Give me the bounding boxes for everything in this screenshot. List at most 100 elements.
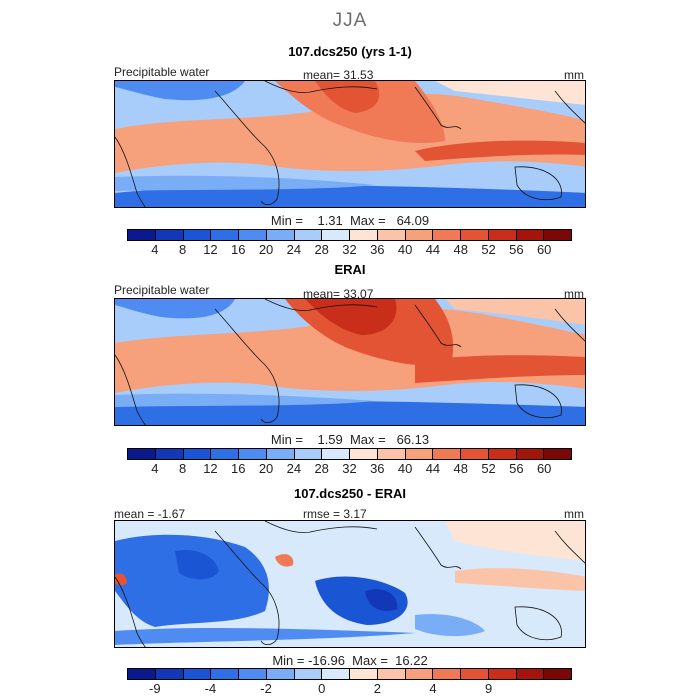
colorbar-tick-label: 48 <box>453 461 468 476</box>
panel-1-variable: Precipitable water <box>114 65 210 79</box>
colorbar-swatch <box>377 669 406 679</box>
colorbar-tick-label: 48 <box>453 242 468 257</box>
panel-2-variable: Precipitable water <box>114 283 210 297</box>
colorbar-tick-label: 4 <box>151 242 159 257</box>
colorbar-tick-label: 12 <box>203 461 218 476</box>
colorbar-tick-label: 56 <box>509 242 524 257</box>
colorbar-swatch <box>461 669 489 679</box>
colorbar-swatch <box>405 449 434 459</box>
panel-3-mean: mean = -1.67 <box>114 507 186 521</box>
colorbar-tick-label: 40 <box>397 242 413 257</box>
colorbar-swatch <box>405 230 434 240</box>
panel-3-rmse: rmse = 3.17 <box>303 507 367 521</box>
panel-1-map <box>114 80 586 208</box>
colorbar-swatch <box>544 669 571 679</box>
colorbar-swatch <box>377 449 406 459</box>
panel-1-title: 107.dcs250 (yrs 1-1) <box>288 44 412 59</box>
colorbar-swatch <box>433 669 461 679</box>
colorbar-tick-label: 24 <box>286 242 302 257</box>
colorbar-tick-label: 0 <box>318 681 326 696</box>
colorbar-tick-label: 16 <box>231 461 246 476</box>
colorbar-tick-label: 16 <box>231 242 246 257</box>
colorbar-tick-label: 4 <box>429 681 437 696</box>
colorbar-tick-label: 36 <box>370 461 385 476</box>
panel-3-colorbar <box>127 668 572 680</box>
colorbar-swatch <box>544 449 571 459</box>
colorbar-tick-label: 24 <box>286 461 302 476</box>
colorbar-tick-label: 52 <box>481 461 496 476</box>
colorbar-swatch <box>516 449 545 459</box>
colorbar-swatch <box>461 449 489 459</box>
panel-2-minmax: Min = 1.59 Max = 66.13 <box>270 432 430 447</box>
panel-2-title: ERAI <box>334 262 366 277</box>
colorbar-swatch <box>128 230 156 240</box>
colorbar-swatch <box>322 669 350 679</box>
colorbar-swatch <box>155 669 184 679</box>
colorbar-tick-label: 40 <box>397 461 413 476</box>
colorbar-tick-label: 60 <box>536 461 552 476</box>
colorbar-swatch <box>211 230 239 240</box>
colorbar-tick-label: 9 <box>484 681 493 696</box>
colorbar-swatch <box>350 449 378 459</box>
panel-3-units: mm <box>564 507 584 521</box>
colorbar-swatch <box>350 230 378 240</box>
colorbar-tick-label: 8 <box>179 461 187 476</box>
colorbar-swatch <box>350 669 378 679</box>
colorbar-swatch <box>266 669 295 679</box>
colorbar-swatch <box>128 449 156 459</box>
colorbar-swatch <box>211 449 239 459</box>
colorbar-tick-label: 12 <box>203 242 218 257</box>
panel-1-minmax: Min = 1.31 Max = 64.09 <box>270 213 430 228</box>
colorbar-tick-label: -9 <box>149 681 161 696</box>
colorbar-tick-label: 56 <box>509 461 524 476</box>
colorbar-swatch <box>516 669 545 679</box>
panel-1-colorbar <box>127 229 572 241</box>
colorbar-tick-label: -2 <box>260 681 272 696</box>
colorbar-tick-label: 52 <box>481 242 496 257</box>
colorbar-swatch <box>294 449 323 459</box>
panel-3-minmax: Min = -16.96 Max = 16.22 <box>272 653 428 668</box>
colorbar-swatch <box>239 669 267 679</box>
colorbar-tick-label: 32 <box>342 461 357 476</box>
panel-3-colorbar-ticks: -9 -4 -2 0 2 4 9 <box>127 681 572 697</box>
season-title: JJA <box>332 10 368 31</box>
panel-1-units: mm <box>564 68 584 82</box>
colorbar-swatch <box>155 230 184 240</box>
colorbar-swatch <box>488 669 517 679</box>
colorbar-tick-label: -4 <box>204 681 217 696</box>
colorbar-swatch <box>377 230 406 240</box>
colorbar-tick-label: 20 <box>258 461 274 476</box>
colorbar-swatch <box>128 669 156 679</box>
panel-3-map <box>114 520 586 648</box>
panel-2-map <box>114 298 586 426</box>
colorbar-tick-label: 28 <box>314 461 329 476</box>
colorbar-swatch <box>488 449 517 459</box>
colorbar-swatch <box>544 230 571 240</box>
colorbar-tick-label: 32 <box>342 242 357 257</box>
colorbar-swatch <box>405 669 434 679</box>
colorbar-swatch <box>155 449 184 459</box>
colorbar-swatch <box>516 230 545 240</box>
panel-2-colorbar <box>127 448 572 460</box>
colorbar-tick-label: 4 <box>151 461 159 476</box>
panel-1-colorbar-ticks: 4 8 12 16 20 24 28 32 36 40 44 48 52 56 60 <box>127 242 572 258</box>
colorbar-swatch <box>211 669 239 679</box>
colorbar-tick-label: 44 <box>425 242 441 257</box>
colorbar-swatch <box>239 230 267 240</box>
colorbar-swatch <box>266 449 295 459</box>
colorbar-swatch <box>433 449 461 459</box>
colorbar-tick-label: 44 <box>425 461 441 476</box>
colorbar-swatch <box>183 449 212 459</box>
colorbar-swatch <box>183 669 212 679</box>
colorbar-swatch <box>322 449 350 459</box>
panel-2-units: mm <box>564 287 584 301</box>
colorbar-tick-label: 36 <box>370 242 385 257</box>
panel-2-colorbar-ticks: 4 8 12 16 20 24 28 32 36 40 44 48 52 56 60 <box>127 461 572 477</box>
colorbar-swatch <box>433 230 461 240</box>
colorbar-swatch <box>266 230 295 240</box>
colorbar-swatch <box>322 230 350 240</box>
panel-3-title: 107.dcs250 - ERAI <box>293 486 406 501</box>
panel-1-mean: mean= 31.53 <box>303 68 374 82</box>
colorbar-tick-label: 8 <box>179 242 187 257</box>
colorbar-swatch <box>183 230 212 240</box>
